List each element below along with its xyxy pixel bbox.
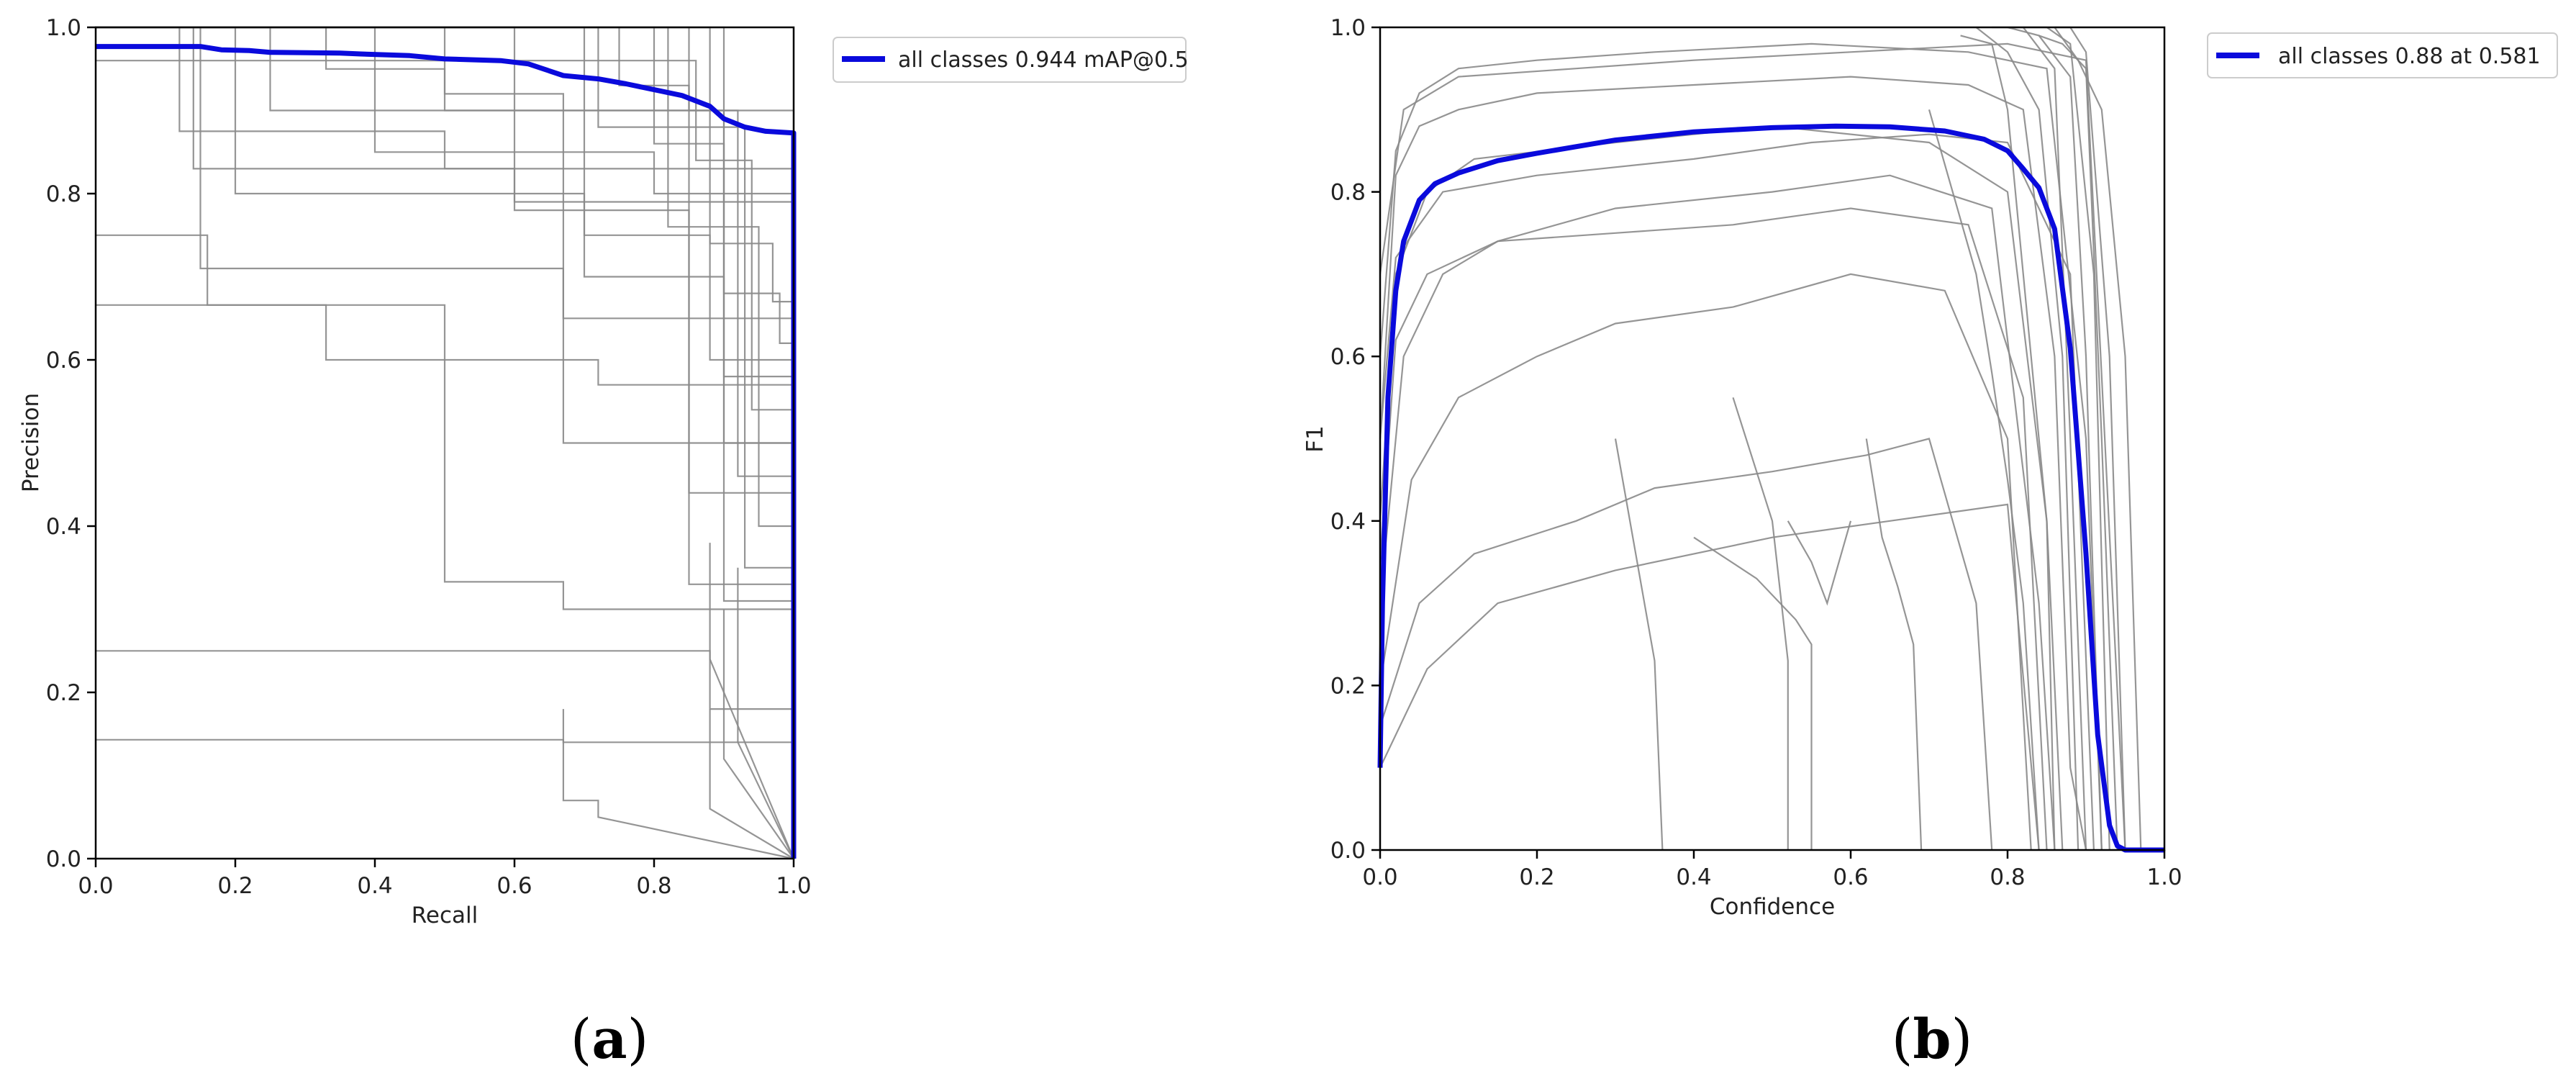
per-class-line bbox=[562, 709, 794, 860]
per-class-line bbox=[1693, 536, 1813, 850]
per-class-curves bbox=[1379, 26, 2142, 851]
x-axis-label: Recall bbox=[412, 903, 479, 928]
legend-label: all classes 0.88 at 0.581 bbox=[2278, 44, 2541, 69]
x-tick-label: 0.6 bbox=[496, 873, 532, 899]
per-class-line bbox=[2038, 35, 2118, 851]
legend-box bbox=[2207, 32, 2558, 78]
y-axis-label: Precision bbox=[18, 393, 44, 492]
per-class-line bbox=[1960, 35, 2056, 851]
y-tick-label: 0.2 bbox=[1330, 673, 1366, 699]
x-axis-label: Confidence bbox=[1710, 894, 1835, 920]
legend: all classes 0.88 at 0.581 bbox=[2207, 32, 2558, 78]
per-class-line bbox=[1787, 520, 1852, 606]
y-tick-label: 0.6 bbox=[1330, 344, 1366, 370]
all-classes-curve bbox=[96, 44, 797, 859]
per-class-curves bbox=[96, 26, 795, 860]
x-tick-label: 0.4 bbox=[357, 873, 392, 899]
panel-label: (b) bbox=[1892, 1007, 1972, 1071]
x-tick-label: 0.2 bbox=[217, 873, 253, 899]
per-class-line bbox=[1614, 438, 1664, 851]
per-class-line bbox=[2007, 26, 2103, 851]
per-class-line bbox=[1379, 125, 2064, 851]
panel-b-f1-confidence: 0.0 0.2 0.4 0.6 0.8 1.0 0.0 0.2 0.4 0.6 0.8 1.0 Co… bbox=[1302, 15, 2558, 1071]
plot-frame bbox=[94, 26, 795, 860]
per-class-line bbox=[1379, 42, 2126, 851]
all-classes-line bbox=[96, 44, 797, 859]
x-tick-label: 0.4 bbox=[1676, 864, 1711, 890]
all-classes-line bbox=[1377, 123, 2164, 853]
y-tick-label: 0.8 bbox=[1330, 180, 1366, 206]
per-class-line bbox=[1379, 207, 2048, 851]
per-class-line bbox=[1379, 174, 2056, 851]
per-class-line bbox=[1379, 438, 1993, 851]
panel-label: (a) bbox=[571, 1007, 649, 1071]
x-tick-label: 1.0 bbox=[776, 873, 811, 899]
y-tick-label: 1.0 bbox=[1330, 15, 1366, 41]
panel-a-precision-recall: 0.0 0.2 0.4 0.6 0.8 1.0 0.0 0.2 0.4 0.6 0.8 1.0 Re… bbox=[18, 15, 1189, 1071]
x-tick-label: 0.0 bbox=[1362, 864, 1397, 890]
per-class-line bbox=[722, 609, 794, 859]
all-classes-curve bbox=[1377, 123, 2164, 853]
per-class-line bbox=[709, 709, 794, 859]
per-class-line bbox=[1928, 109, 2040, 851]
y-ticks: 0.0 0.2 0.4 0.6 0.8 1.0 bbox=[46, 15, 96, 872]
legend-box bbox=[833, 37, 1187, 83]
legend-label: all classes 0.944 mAP@0.5 bbox=[898, 48, 1189, 73]
per-class-line bbox=[96, 234, 795, 859]
plot-frame bbox=[1379, 26, 2166, 851]
per-class-line bbox=[1379, 76, 2087, 851]
x-ticks: 0.0 0.2 0.4 0.6 0.8 1.0 bbox=[1362, 850, 2182, 890]
x-tick-label: 0.8 bbox=[1990, 864, 2025, 890]
per-class-line bbox=[737, 567, 794, 859]
y-tick-label: 0.2 bbox=[46, 680, 81, 706]
y-tick-label: 0.0 bbox=[1330, 838, 1366, 864]
y-tick-label: 1.0 bbox=[46, 15, 81, 41]
y-ticks: 0.0 0.2 0.4 0.6 0.8 1.0 bbox=[1330, 15, 1380, 864]
y-tick-label: 0.4 bbox=[1330, 509, 1366, 535]
x-tick-label: 0.6 bbox=[1833, 864, 1868, 890]
y-tick-label: 0.6 bbox=[46, 348, 81, 374]
per-class-line bbox=[709, 543, 795, 859]
y-tick-label: 0.4 bbox=[46, 514, 81, 540]
y-tick-label: 0.8 bbox=[46, 181, 81, 207]
x-ticks: 0.0 0.2 0.4 0.6 0.8 1.0 bbox=[78, 859, 812, 899]
per-class-line bbox=[1732, 397, 1789, 850]
per-class-line bbox=[96, 650, 795, 859]
per-class-line bbox=[1379, 503, 2040, 851]
per-class-line bbox=[1379, 133, 2095, 851]
x-tick-label: 0.8 bbox=[636, 873, 671, 899]
per-class-line bbox=[1975, 27, 2080, 851]
x-tick-label: 1.0 bbox=[2146, 864, 2182, 890]
per-class-line bbox=[96, 738, 795, 859]
legend: all classes 0.944 mAP@0.5 bbox=[833, 37, 1189, 83]
per-class-line bbox=[1865, 438, 1923, 851]
y-axis-label: F1 bbox=[1302, 425, 1328, 453]
x-tick-label: 0.2 bbox=[1519, 864, 1554, 890]
y-tick-label: 0.0 bbox=[46, 846, 81, 872]
x-tick-label: 0.0 bbox=[78, 873, 113, 899]
per-class-line bbox=[1379, 273, 2032, 851]
per-class-line bbox=[2054, 27, 2142, 851]
